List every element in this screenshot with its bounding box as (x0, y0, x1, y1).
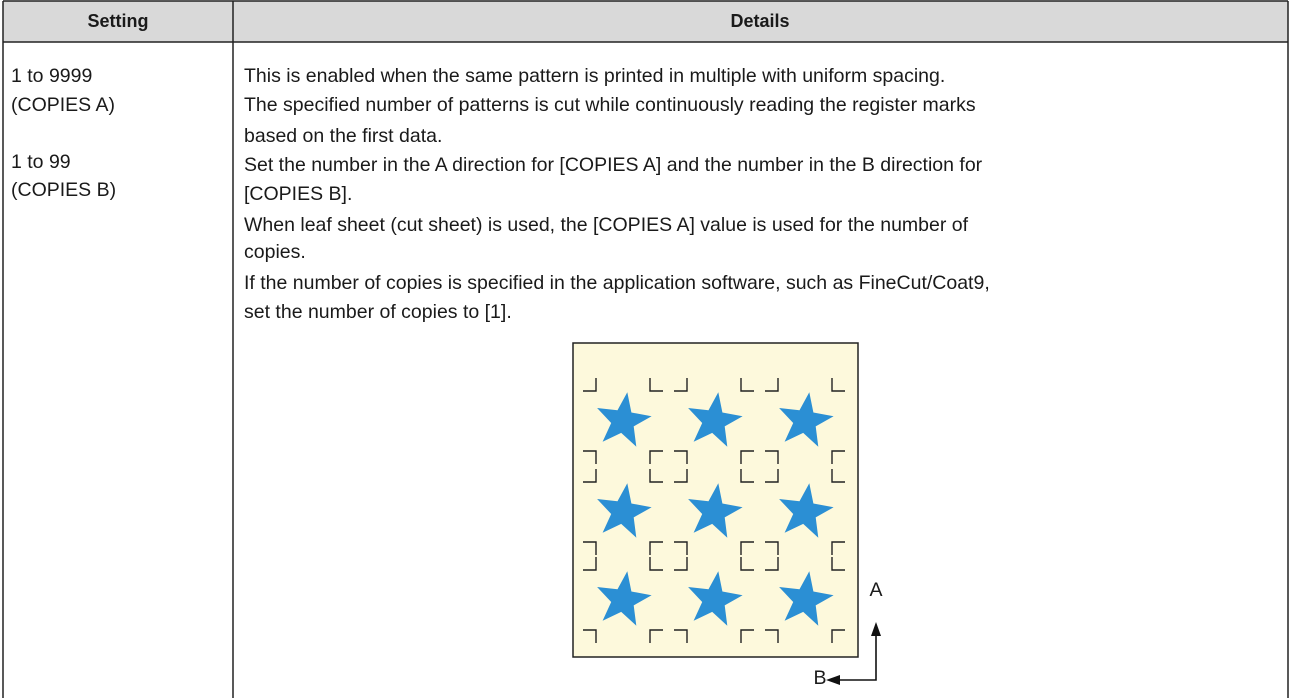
register-mark (740, 450, 754, 464)
star (779, 483, 834, 538)
register-mark (649, 541, 663, 555)
star (779, 571, 834, 626)
register-mark (674, 450, 688, 464)
setting-text: (COPIES A) (11, 94, 115, 116)
register-mark (649, 629, 663, 643)
register-mark (583, 629, 597, 643)
detail-text: If the number of copies is specified in … (244, 272, 990, 294)
register-mark (831, 450, 845, 464)
header-cell: Details (730, 11, 789, 31)
register-mark (831, 629, 845, 643)
star (688, 392, 743, 447)
register-mark (649, 469, 663, 483)
register-mark (831, 557, 845, 571)
register-mark (674, 629, 688, 643)
register-mark (740, 469, 754, 483)
arrow-head (871, 622, 881, 636)
register-mark (649, 450, 663, 464)
register-mark (674, 541, 688, 555)
setting-text: (COPIES B) (11, 179, 116, 201)
header-row (3, 1, 1288, 42)
setting-text: 1 to 9999 (11, 65, 92, 87)
register-mark (831, 378, 845, 392)
detail-text: copies. (244, 241, 306, 263)
register-mark (765, 450, 779, 464)
register-mark (583, 450, 597, 464)
arrows (836, 632, 877, 681)
register-mark (765, 469, 779, 483)
register-mark (674, 557, 688, 571)
detail-text: based on the first data. (244, 125, 442, 147)
register-marks (583, 378, 845, 643)
star (688, 483, 743, 538)
register-mark (740, 629, 754, 643)
register-mark (649, 378, 663, 392)
register-mark (765, 629, 779, 643)
star (779, 392, 834, 447)
register-mark (583, 469, 597, 483)
register-mark (740, 378, 754, 392)
register-mark (583, 541, 597, 555)
header-cell: Setting (88, 11, 149, 31)
star (597, 571, 652, 626)
detail-text: The specified number of patterns is cut … (244, 94, 976, 116)
star (688, 571, 743, 626)
setting-text: 1 to 99 (11, 151, 71, 173)
register-mark (583, 378, 597, 392)
star (597, 392, 652, 447)
direction-label: B (813, 667, 826, 689)
register-mark (831, 541, 845, 555)
detail-text: This is enabled when the same pattern is… (244, 65, 945, 87)
register-mark (674, 469, 688, 483)
star (597, 483, 652, 538)
register-mark (765, 541, 779, 555)
register-mark (740, 541, 754, 555)
arrow-head (826, 675, 840, 685)
detail-text: When leaf sheet (cut sheet) is used, the… (244, 214, 969, 236)
detail-text: Set the number in the A direction for [C… (244, 154, 983, 176)
detail-text: set the number of copies to [1]. (244, 301, 512, 323)
register-mark (831, 469, 845, 483)
register-mark (649, 557, 663, 571)
register-mark (765, 378, 779, 392)
direction-label: A (869, 579, 882, 601)
diagram: A B (572, 342, 883, 689)
register-mark (674, 378, 688, 392)
register-mark (765, 557, 779, 571)
detail-text: [COPIES B]. (244, 183, 352, 205)
register-mark (740, 557, 754, 571)
register-mark (583, 557, 597, 571)
